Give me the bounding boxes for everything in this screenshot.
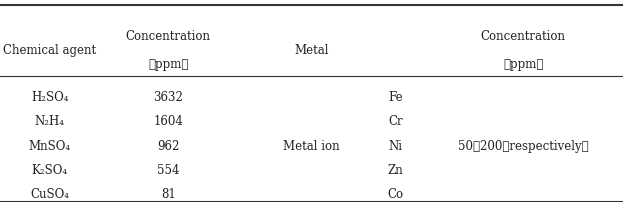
Text: Cr: Cr	[388, 115, 403, 128]
Text: Ni: Ni	[389, 139, 402, 152]
Text: MnSO₄: MnSO₄	[29, 139, 71, 152]
Text: 50～200（respectively）: 50～200（respectively）	[458, 139, 589, 152]
Text: 554: 554	[157, 163, 179, 176]
Text: Metal ion: Metal ion	[283, 139, 340, 152]
Text: Concentration: Concentration	[481, 30, 566, 43]
Text: 962: 962	[157, 139, 179, 152]
Text: （ppm）: （ppm）	[148, 58, 188, 71]
Text: 1604: 1604	[153, 115, 183, 128]
Text: CuSO₄: CuSO₄	[31, 187, 69, 200]
Text: K₂SO₄: K₂SO₄	[32, 163, 68, 176]
Text: Metal: Metal	[294, 44, 329, 57]
Text: Zn: Zn	[388, 163, 404, 176]
Text: H₂SO₄: H₂SO₄	[31, 90, 69, 103]
Text: N₂H₄: N₂H₄	[35, 115, 65, 128]
Text: （ppm）: （ppm）	[503, 58, 543, 71]
Text: Fe: Fe	[388, 90, 403, 103]
Text: 81: 81	[161, 187, 176, 200]
Text: 3632: 3632	[153, 90, 183, 103]
Text: Chemical agent: Chemical agent	[3, 44, 97, 57]
Text: Concentration: Concentration	[126, 30, 211, 43]
Text: Co: Co	[388, 187, 404, 200]
